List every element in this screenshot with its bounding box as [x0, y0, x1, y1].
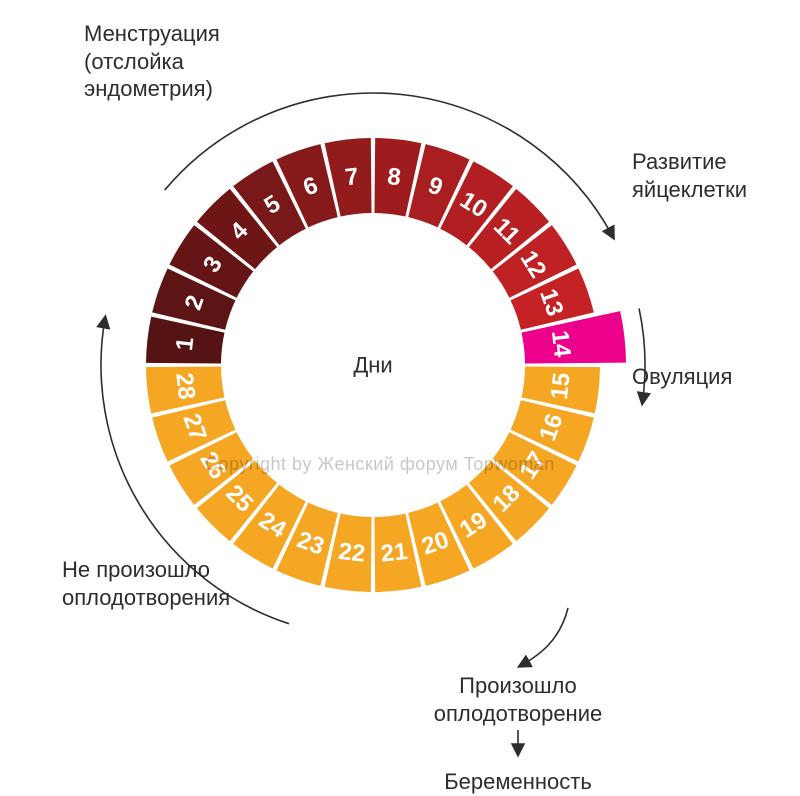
svg-text:21: 21	[379, 538, 409, 568]
diagram-stage: 1234567891011121314151617181920212223242…	[0, 0, 800, 796]
svg-text:22: 22	[337, 538, 367, 568]
label-egg-development: Развитиеяйцеклетки	[632, 148, 747, 203]
label-no-fertilization: Не произошлооплодотворения	[62, 556, 230, 611]
svg-text:14: 14	[546, 329, 576, 359]
label-menstruation: Менструация(отслойкаэндометрия)	[84, 20, 220, 103]
center-label: Дни	[353, 351, 392, 379]
svg-text:15: 15	[546, 371, 576, 401]
svg-text:28: 28	[170, 371, 200, 401]
label-pregnancy: Беременность	[444, 768, 592, 796]
label-fertilization: Произошлооплодотворение	[434, 672, 602, 727]
label-ovulation: Овуляция	[632, 363, 732, 391]
cycle-ring-svg: 1234567891011121314151617181920212223242…	[0, 0, 800, 796]
